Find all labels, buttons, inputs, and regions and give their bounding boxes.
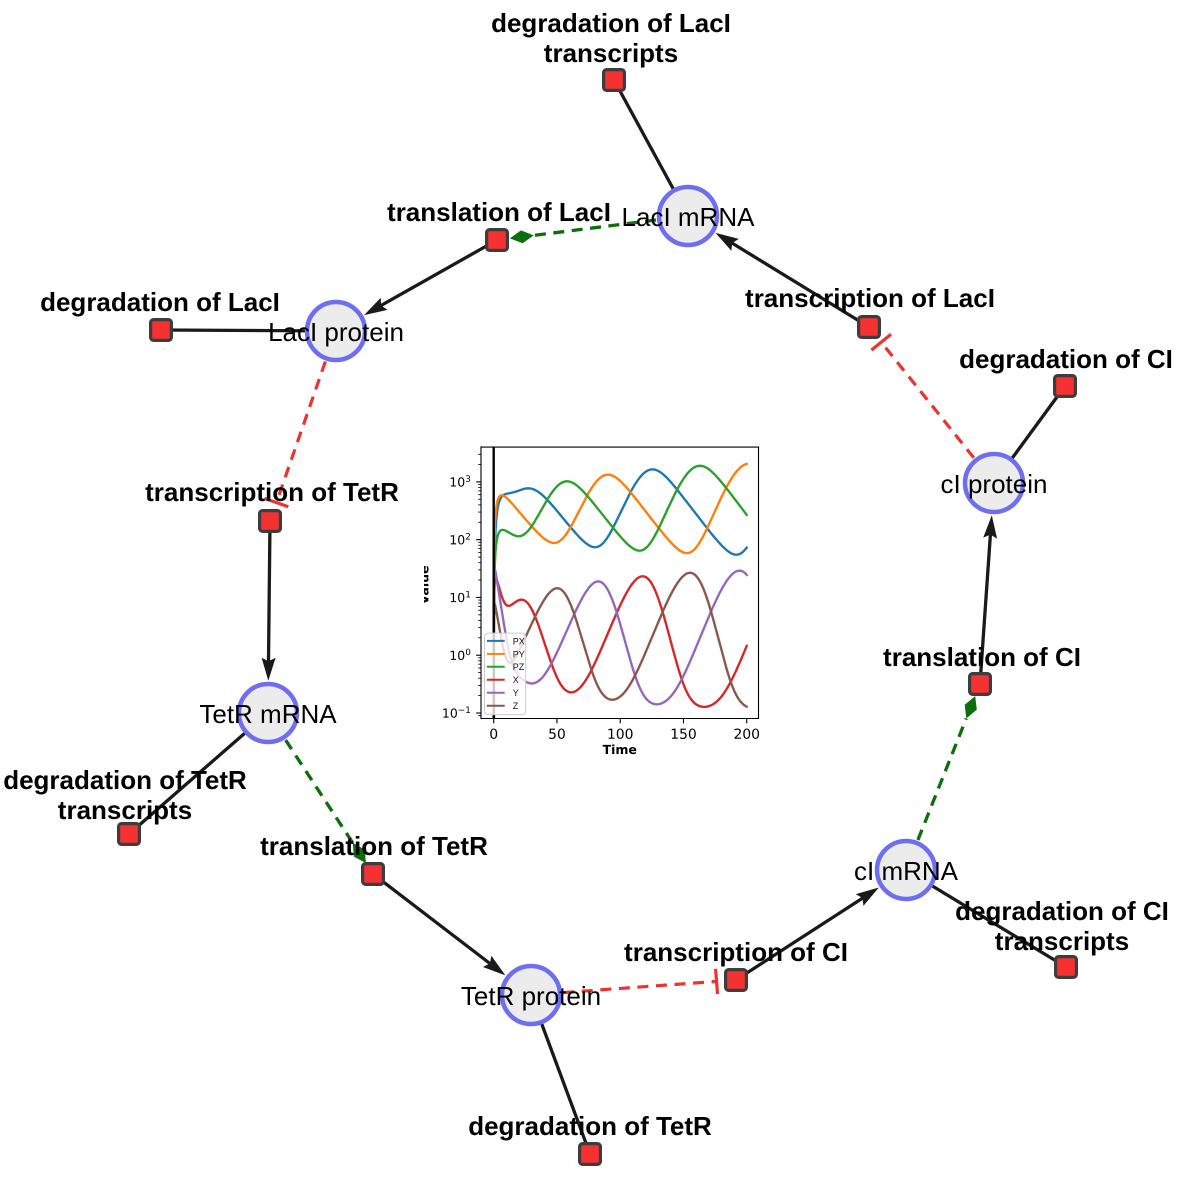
svg-text:translation of CI: translation of CI (883, 642, 1081, 672)
svg-text:degradation of LacI: degradation of LacI (491, 8, 731, 38)
svg-text:transcripts: transcripts (544, 38, 678, 68)
svg-text:Y: Y (513, 688, 519, 698)
svg-text:TetR protein: TetR protein (461, 981, 601, 1011)
svg-text:PX: PX (513, 636, 525, 646)
svg-text:cI protein: cI protein (941, 469, 1048, 499)
svg-text:transcripts: transcripts (58, 795, 192, 825)
svg-text:PZ: PZ (513, 662, 525, 672)
svg-text:cI mRNA: cI mRNA (854, 856, 959, 886)
svg-text:translation of LacI: translation of LacI (387, 197, 611, 227)
svg-text:degradation of CI: degradation of CI (955, 896, 1169, 926)
svg-text:LacI protein: LacI protein (268, 317, 404, 347)
svg-text:transcripts: transcripts (995, 926, 1129, 956)
svg-text:PY: PY (513, 649, 525, 659)
svg-text:degradation of CI: degradation of CI (959, 344, 1173, 374)
svg-text:Z: Z (513, 701, 519, 711)
svg-text:translation of TetR: translation of TetR (260, 831, 488, 861)
svg-text:degradation of TetR: degradation of TetR (468, 1111, 712, 1141)
svg-text:transcription of CI: transcription of CI (624, 937, 848, 967)
svg-text:degradation of LacI: degradation of LacI (40, 287, 280, 317)
svg-text:X: X (513, 675, 519, 685)
svg-text:transcription of TetR: transcription of TetR (145, 477, 399, 507)
svg-text:transcription of LacI: transcription of LacI (745, 283, 995, 313)
svg-text:degradation of TetR: degradation of TetR (3, 765, 247, 795)
svg-text:TetR mRNA: TetR mRNA (199, 699, 337, 729)
svg-text:LacI mRNA: LacI mRNA (622, 202, 756, 232)
